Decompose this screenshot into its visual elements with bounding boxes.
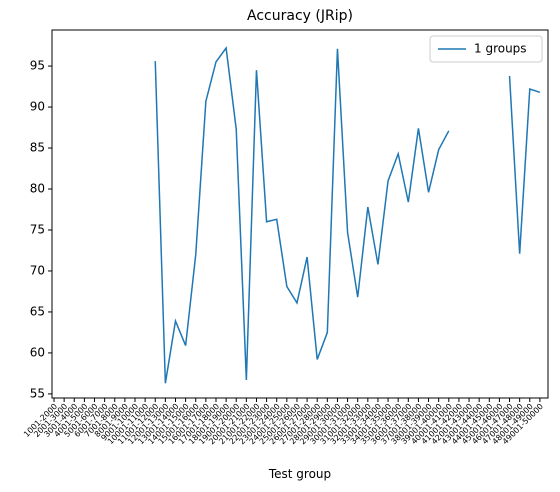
x-axis-label: Test group <box>268 467 331 481</box>
chart-title: Accuracy (JRip) <box>247 8 353 24</box>
y-tick-label: 75 <box>30 222 45 236</box>
y-tick-label: 90 <box>30 100 45 114</box>
y-tick-label: 80 <box>30 182 45 196</box>
legend-label: 1 groups <box>474 42 527 56</box>
legend-box <box>429 35 543 63</box>
legend: 1 groups <box>429 35 543 63</box>
y-tick-label: 85 <box>30 141 45 155</box>
y-tick-label: 65 <box>30 304 45 318</box>
line-series <box>154 46 541 384</box>
plot-area <box>51 29 549 399</box>
y-tick-label: 95 <box>30 59 45 73</box>
y-tick-label: 60 <box>30 345 45 359</box>
y-tick-label: 70 <box>30 263 45 277</box>
y-tick-label: 55 <box>30 386 45 400</box>
